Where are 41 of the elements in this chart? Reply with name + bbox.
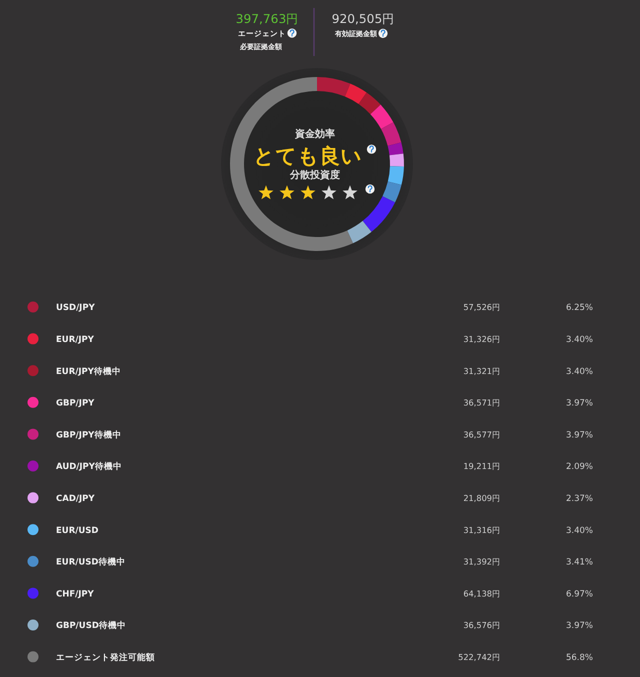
data-label: 57,526円	[463, 302, 500, 312]
legend-label: GBP/USD待機中	[56, 620, 126, 632]
data-label: 64,138円	[463, 588, 500, 598]
text: 3.97%	[566, 398, 593, 409]
legend-label: USD/JPY	[56, 303, 96, 314]
text: 920,505円	[332, 12, 394, 26]
text: 3.41%	[566, 558, 593, 568]
text: 6.97%	[566, 589, 593, 600]
legend-label: AUD/JPY待機中	[56, 461, 122, 472]
legend-label: EUR/USD	[56, 526, 98, 536]
text: とても良い	[254, 144, 362, 168]
data-label: 31,326円	[463, 334, 500, 344]
legend-label: EUR/JPY待機中	[56, 366, 121, 377]
data-label: 36,576円	[463, 620, 500, 630]
legend-label: CHF/JPY	[56, 589, 95, 600]
data-label: 36,571円	[463, 398, 500, 408]
text: 3.40%	[566, 526, 593, 536]
data-label: 19,211円	[463, 461, 500, 472]
text: 56.8%	[566, 653, 593, 663]
legend-label: GBP/JPY	[56, 398, 96, 409]
text: 3.97%	[566, 430, 593, 440]
legend-label: エージェント発注可能額	[56, 652, 155, 663]
legend-label: CAD/JPY	[56, 494, 96, 504]
text: 分散投資度	[289, 169, 340, 181]
data-label: 21,809円	[463, 493, 500, 503]
text: 2.09%	[566, 462, 593, 472]
text: 資金効率	[294, 128, 335, 140]
data-label: 31,321円	[463, 366, 500, 376]
text: 397,763円	[236, 12, 298, 26]
data-label: 31,316円	[463, 524, 500, 535]
data-label: 36,577円	[463, 429, 500, 440]
text: 6.25%	[566, 303, 593, 314]
text: 2.37%	[566, 494, 593, 504]
text: 3.97%	[566, 621, 593, 632]
text: 3.40%	[566, 366, 593, 377]
legend-label: EUR/JPY	[56, 335, 95, 345]
legend-label: GBP/JPY待機中	[56, 429, 122, 440]
text: 3.40%	[566, 335, 593, 345]
legend-label: EUR/USD待機中	[56, 556, 126, 568]
data-label: 522,742円	[458, 652, 500, 662]
data-label: 31,392円	[463, 556, 500, 567]
